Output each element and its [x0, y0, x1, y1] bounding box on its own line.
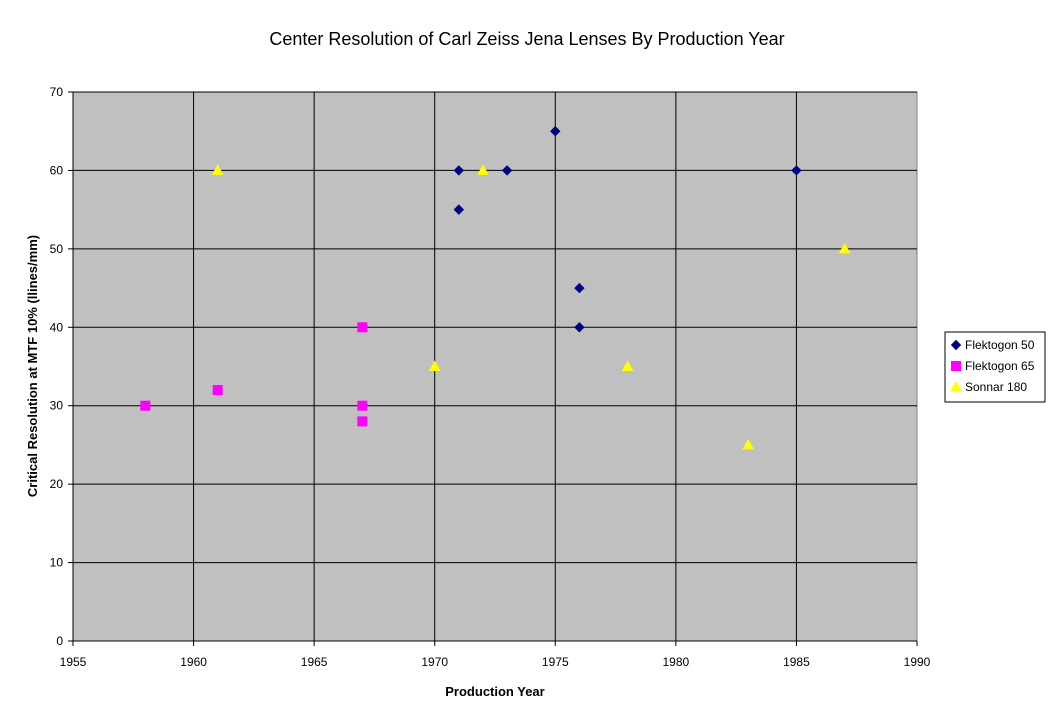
x-tick-label: 1955	[60, 655, 87, 669]
x-axis-label: Production Year	[445, 684, 544, 699]
legend-marker-triangle	[950, 380, 962, 392]
x-tick-label: 1980	[663, 655, 690, 669]
data-point-square	[357, 322, 368, 333]
y-tick-label: 60	[50, 163, 64, 177]
data-point-diamond	[574, 322, 585, 333]
y-tick-label: 20	[50, 477, 64, 491]
data-point-square	[140, 400, 151, 411]
data-point-triangle	[621, 360, 634, 371]
plot-area	[72, 91, 918, 642]
data-point-diamond	[453, 165, 465, 176]
y-axis-label: Critical Resolution at MTF 10% (llines/m…	[25, 235, 40, 497]
data-point-diamond	[791, 165, 802, 176]
y-tick-label: 10	[50, 556, 64, 570]
legend-items: Flektogon 50 Flektogon 65 Sonnar 180	[950, 338, 1035, 394]
data-point-triangle	[477, 164, 489, 175]
data-points	[140, 126, 851, 450]
chart-title: Center Resolution of Carl Zeiss Jena Len…	[269, 29, 784, 49]
legend-label: Flektogon 50	[965, 338, 1035, 352]
legend-box	[944, 331, 1046, 403]
y-tick-label: 30	[50, 399, 64, 413]
y-tick-label: 0	[56, 634, 63, 648]
legend-marker-diamond	[950, 339, 962, 351]
data-point-square	[357, 416, 368, 427]
data-point-diamond	[501, 165, 513, 176]
gridlines	[73, 91, 917, 641]
data-point-diamond	[550, 126, 561, 137]
y-tick-label: 50	[50, 242, 64, 256]
legend: Flektogon 50 Flektogon 65 Sonnar 180	[944, 331, 1046, 403]
tick-labels: 1955 1960 1965 1970 1975 1980 1985 1990 0 10 20 30 4…	[50, 85, 931, 669]
x-tick-label: 1970	[421, 655, 448, 669]
data-point-triangle	[428, 360, 441, 371]
x-tick-label: 1975	[542, 655, 569, 669]
data-point-triangle	[838, 242, 851, 254]
data-point-diamond	[574, 282, 585, 294]
data-point-diamond	[453, 204, 465, 215]
y-tick-label: 40	[50, 320, 64, 334]
x-tick-label: 1960	[180, 655, 207, 669]
data-point-triangle	[742, 438, 755, 450]
data-point-square	[212, 385, 223, 396]
axes	[72, 92, 917, 642]
x-tick-label: 1985	[783, 655, 810, 669]
x-tick-label: 1965	[301, 655, 328, 669]
legend-marker-square	[951, 361, 961, 371]
data-point-square	[357, 400, 368, 411]
legend-label: Flektogon 65	[965, 359, 1035, 373]
y-tick-label: 70	[50, 85, 64, 99]
data-point-triangle	[211, 164, 224, 175]
x-tick-label: 1990	[904, 655, 931, 669]
legend-label: Sonnar 180	[965, 380, 1027, 394]
